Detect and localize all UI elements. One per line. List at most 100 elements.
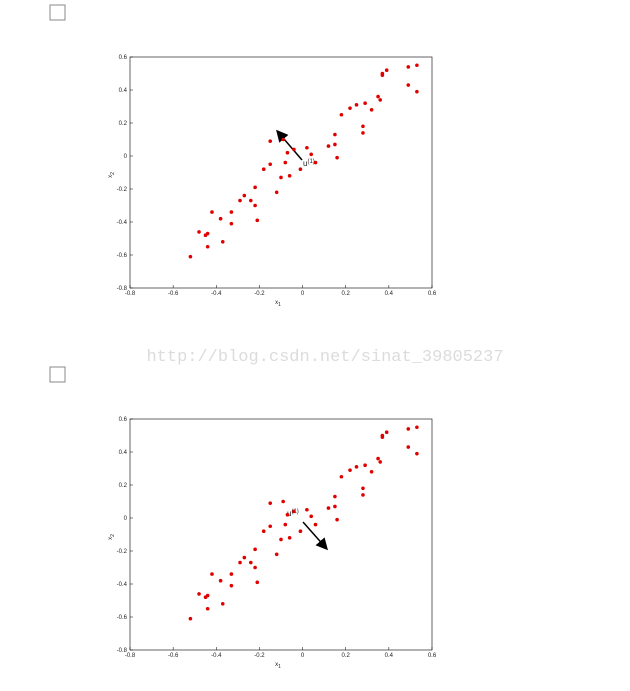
point <box>363 101 367 105</box>
x-axis-label: x1 <box>275 662 281 670</box>
point <box>354 465 359 469</box>
x-tick-label: -0.2 <box>254 291 265 297</box>
point <box>218 216 223 221</box>
point <box>268 524 273 529</box>
y-tick-label: -0.2 <box>117 549 128 555</box>
y-axis-label: x2 <box>108 172 116 178</box>
point <box>281 499 285 504</box>
y-tick-label: -0.6 <box>117 615 128 621</box>
point <box>384 68 389 72</box>
point <box>339 112 344 117</box>
point <box>348 106 352 110</box>
point <box>292 509 296 514</box>
point <box>384 430 389 435</box>
point <box>298 529 303 533</box>
point <box>210 572 214 576</box>
plot-area <box>129 56 433 289</box>
point <box>220 602 225 606</box>
point <box>242 555 247 560</box>
point <box>205 244 210 249</box>
watermark: http://blog.csdn.net/sinat_39805237 <box>146 348 503 367</box>
arrow <box>302 521 328 551</box>
x-tick-label: -0.6 <box>168 653 179 659</box>
x-tick-label: 0.6 <box>428 653 437 659</box>
point <box>218 578 223 583</box>
point <box>309 152 314 157</box>
x-axis-label: x1 <box>275 300 281 308</box>
point <box>326 144 331 148</box>
checkbox[interactable] <box>49 366 66 383</box>
plot-area <box>129 418 433 651</box>
point <box>406 427 411 431</box>
x-tick-label: 0.4 <box>385 653 394 659</box>
point <box>238 560 242 565</box>
y-tick-label: 0 <box>124 516 128 522</box>
point <box>249 198 253 203</box>
point <box>415 425 419 430</box>
x-label-sub: 1 <box>278 664 281 670</box>
point <box>220 240 225 244</box>
point <box>268 501 273 505</box>
point <box>406 445 411 449</box>
point <box>376 94 380 99</box>
point <box>378 98 383 102</box>
point <box>274 190 279 195</box>
point <box>378 460 383 464</box>
y-tick-label: 0.6 <box>119 55 128 61</box>
point <box>333 504 337 509</box>
x-tick-label: -0.8 <box>125 653 136 659</box>
y-label-sub: 2 <box>110 172 116 175</box>
point <box>205 593 210 598</box>
annotation: u(1) <box>303 159 315 168</box>
point <box>333 142 337 147</box>
point <box>369 470 374 474</box>
point <box>309 514 314 519</box>
x-tick-label: 0.4 <box>385 291 394 297</box>
point <box>333 132 337 137</box>
point <box>274 552 279 557</box>
x-tick-label: 0.2 <box>342 291 351 297</box>
y-tick-label: -0.4 <box>117 582 128 588</box>
point <box>242 193 247 198</box>
point <box>292 147 296 152</box>
y-tick-label: -0.6 <box>117 253 128 259</box>
y-label-sub: 2 <box>110 534 116 537</box>
point <box>249 560 253 565</box>
point <box>188 616 193 621</box>
y-tick-label: -0.4 <box>117 220 128 226</box>
point <box>354 103 359 107</box>
x-tick-label: 0 <box>301 653 305 659</box>
point <box>253 547 257 552</box>
x-tick-label: -0.4 <box>211 653 222 659</box>
point <box>253 203 257 208</box>
point <box>197 230 201 234</box>
point <box>238 198 242 203</box>
y-label-text: x <box>108 175 114 178</box>
point <box>369 108 374 112</box>
point <box>287 536 292 540</box>
point <box>406 65 411 69</box>
y-tick-label: 0 <box>124 154 128 160</box>
point <box>255 218 260 223</box>
x-label-text: x <box>275 662 278 668</box>
point <box>305 145 309 150</box>
point <box>253 185 257 190</box>
point <box>361 493 365 497</box>
point <box>205 606 210 611</box>
point <box>380 71 385 76</box>
point <box>339 474 344 479</box>
point <box>335 155 339 160</box>
x-tick-label: -0.6 <box>168 291 179 297</box>
y-tick-label: -0.8 <box>117 286 128 292</box>
point <box>279 175 283 180</box>
point <box>287 174 292 178</box>
point <box>229 583 234 588</box>
point <box>313 160 318 165</box>
point <box>361 131 365 135</box>
x-tick-label: 0.6 <box>428 291 437 297</box>
point <box>361 124 365 129</box>
point <box>348 468 352 472</box>
point <box>268 139 273 143</box>
y-tick-label: 0.4 <box>119 88 128 94</box>
checkbox[interactable] <box>49 4 66 21</box>
